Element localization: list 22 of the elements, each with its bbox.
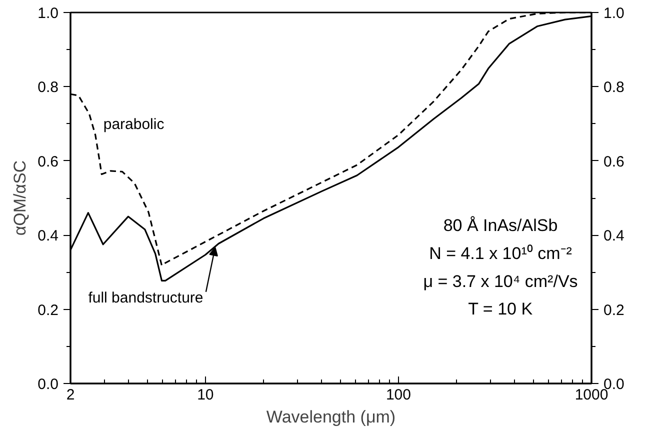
y-tick-label: 0.4 bbox=[38, 228, 59, 245]
series-label: parabolic bbox=[103, 116, 165, 133]
y-tick-label: 0.2 bbox=[38, 302, 59, 319]
x-axis-title: Wavelength (μm) bbox=[266, 408, 396, 426]
y2-tick-label: 0.2 bbox=[604, 302, 624, 319]
series-label: full bandstructure bbox=[88, 290, 204, 307]
y-tick-label: 0.8 bbox=[38, 79, 59, 96]
x-tick-label: 10 bbox=[197, 386, 214, 404]
annotation: 80 Å InAs/AlSb bbox=[443, 216, 558, 236]
y-tick-label: 0.0 bbox=[38, 376, 59, 393]
annotation: T = 10 K bbox=[468, 300, 534, 319]
y-tick-label: 0.6 bbox=[38, 153, 59, 170]
y2-tick-label: 0.8 bbox=[604, 79, 624, 96]
y2-tick-label: 0.6 bbox=[604, 153, 624, 170]
y-tick-label: 1.0 bbox=[38, 5, 59, 22]
y2-tick-label: 1.0 bbox=[604, 5, 624, 22]
annotation: N = 4.1 x 10¹⁰ cm⁻² bbox=[429, 244, 572, 263]
x-tick-label: 2 bbox=[66, 386, 75, 404]
annotation: μ = 3.7 x 10⁴ cm²/Vs bbox=[423, 272, 578, 291]
x-tick-label: 100 bbox=[386, 386, 411, 404]
y-axis-title: αQM/αSC bbox=[10, 160, 30, 236]
y2-tick-label: 0.4 bbox=[604, 228, 624, 245]
